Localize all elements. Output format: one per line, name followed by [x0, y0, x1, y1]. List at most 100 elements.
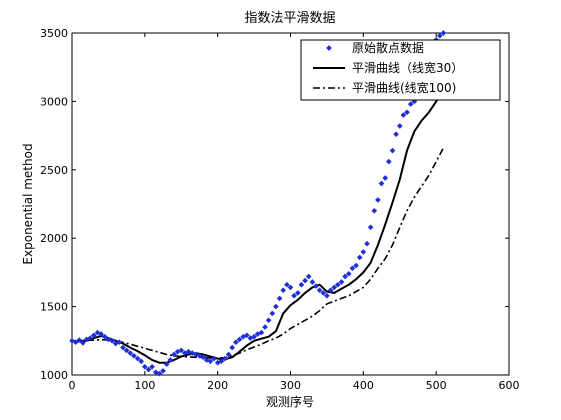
- legend-label-raw: 原始散点数据: [352, 40, 424, 55]
- data-point: [389, 147, 396, 154]
- data-point: [313, 283, 319, 289]
- series-line-1: [72, 95, 441, 364]
- chart-title: 指数法平滑数据: [244, 11, 335, 26]
- data-point: [378, 180, 385, 187]
- x-tick-label: 400: [353, 379, 374, 392]
- x-tick-label: 600: [499, 379, 520, 392]
- data-point: [163, 361, 170, 367]
- data-point: [76, 337, 83, 343]
- data-point: [269, 310, 276, 317]
- x-tick-label: 500: [426, 379, 447, 392]
- data-point: [385, 158, 392, 165]
- data-point: [80, 340, 86, 346]
- x-tick-label: 100: [134, 379, 155, 392]
- data-point: [273, 303, 279, 310]
- data-point: [141, 363, 148, 370]
- data-point: [90, 332, 97, 339]
- data-point: [160, 368, 166, 374]
- series-line-2: [72, 147, 445, 360]
- data-point: [367, 224, 374, 231]
- x-tick-label: 300: [280, 379, 301, 392]
- y-tick-label: 2000: [40, 232, 68, 245]
- data-point: [134, 355, 141, 362]
- data-point: [207, 358, 214, 365]
- data-point: [251, 333, 257, 340]
- axis-ticks: 0 100 200 300 400 500 600 1000 1500 2000 2500 3000 3…: [40, 27, 520, 392]
- data-point: [243, 332, 250, 339]
- data-point: [334, 281, 341, 288]
- y-tick-label: 1500: [40, 301, 68, 314]
- data-point: [349, 265, 356, 272]
- data-point: [382, 175, 389, 181]
- data-point: [291, 292, 297, 299]
- legend-box: [300, 39, 501, 101]
- data-point: [222, 355, 228, 362]
- data-point: [178, 347, 185, 354]
- data-point: [280, 287, 287, 294]
- data-point: [200, 354, 206, 361]
- y-tick-label: 2500: [40, 164, 68, 177]
- data-point: [138, 358, 145, 365]
- data-point: [396, 123, 403, 129]
- data-point: [262, 324, 268, 330]
- data-point: [345, 270, 352, 277]
- data-point: [342, 273, 348, 280]
- x-axis-title: 观测序号: [266, 394, 314, 409]
- data-point: [225, 351, 232, 358]
- data-point: [116, 339, 123, 346]
- data-point: [127, 350, 134, 356]
- data-point: [287, 284, 294, 291]
- data-point: [145, 366, 152, 373]
- data-point: [360, 249, 367, 255]
- data-point: [265, 317, 272, 324]
- data-point: [211, 355, 217, 362]
- data-point: [407, 101, 414, 107]
- data-point: [305, 273, 312, 280]
- data-point: [258, 329, 265, 336]
- data-point: [309, 279, 316, 285]
- data-point: [316, 287, 323, 294]
- data-point: [371, 207, 378, 214]
- data-point: [284, 281, 290, 288]
- legend-label-smooth-100: 平滑曲线(线宽100): [352, 80, 456, 95]
- data-point: [324, 292, 330, 299]
- y-tick-label: 3000: [40, 95, 68, 108]
- data-point: [356, 254, 363, 261]
- data-point: [327, 287, 334, 294]
- data-point: [294, 290, 301, 296]
- data-point: [218, 358, 225, 365]
- y-axis-title: Exponential method: [21, 143, 35, 264]
- data-point: [331, 284, 338, 291]
- x-tick-label: 200: [207, 379, 228, 392]
- y-tick-label: 1000: [40, 369, 68, 382]
- data-point: [120, 344, 126, 351]
- legend: 原始散点数据 平滑曲线（线宽30） 平滑曲线(线宽100): [300, 39, 501, 101]
- data-point: [98, 331, 104, 337]
- data-point: [364, 240, 370, 247]
- data-point: [400, 112, 407, 118]
- data-point: [149, 363, 155, 370]
- x-tick-label: 0: [69, 379, 76, 392]
- data-point: [276, 295, 283, 302]
- data-point: [320, 290, 327, 296]
- data-point: [167, 357, 174, 363]
- y-tick-label: 3500: [40, 27, 68, 40]
- legend-label-smooth-30: 平滑曲线（线宽30）: [352, 60, 463, 75]
- data-point: [131, 352, 137, 359]
- data-point: [87, 335, 94, 341]
- data-point: [338, 279, 345, 285]
- data-point: [156, 370, 163, 377]
- data-point: [393, 131, 399, 138]
- data-point: [302, 277, 308, 284]
- data-point: [109, 337, 115, 344]
- data-point: [72, 339, 79, 346]
- data-point: [233, 339, 239, 346]
- data-point: [375, 197, 381, 203]
- data-point: [229, 344, 236, 351]
- data-point: [298, 281, 305, 288]
- data-point: [101, 333, 108, 340]
- data-point: [123, 347, 130, 354]
- data-point: [171, 351, 177, 358]
- data-point: [236, 336, 243, 343]
